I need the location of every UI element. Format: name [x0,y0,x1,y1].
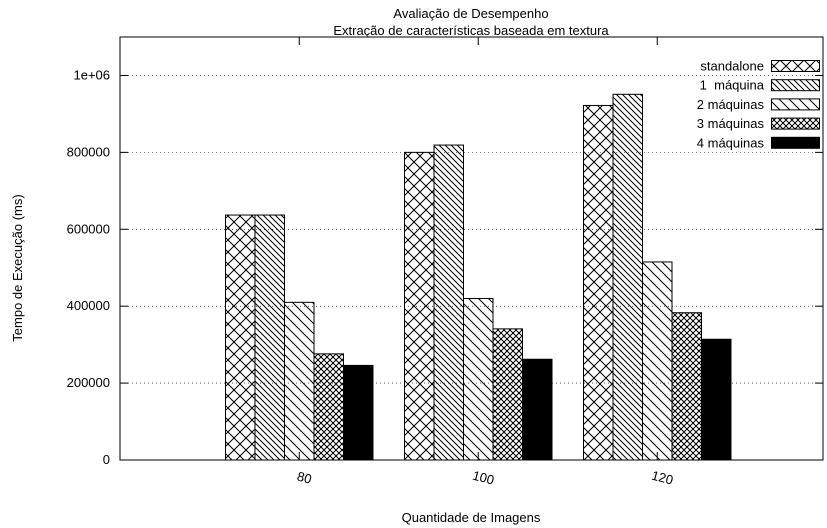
y-tick-label: 400000 [67,298,110,313]
y-axis-label: Tempo de Execução (ms) [10,194,25,341]
x-tick-label: 100 [471,468,496,488]
y-tick-label: 0 [103,452,110,467]
legend-swatch [771,79,820,92]
bar [463,297,494,461]
plot-frame [119,36,824,461]
x-tick-label: 80 [295,469,313,487]
bar [404,151,435,461]
chart-title: Avaliação de Desempenho [393,6,548,21]
bar [313,353,344,461]
legend-swatch [771,98,820,111]
bar [522,358,553,461]
bar [642,261,673,461]
x-tick-label: 120 [650,468,675,488]
y-tick-label: 600000 [67,221,110,236]
y-tick-label: 800000 [67,144,110,159]
bar [254,214,285,461]
legend-swatch [771,136,820,149]
legend-swatch [771,117,820,130]
bar [225,214,256,461]
bar [701,338,732,461]
y-tick-label: 1e+06 [73,67,110,82]
x-axis-ticks: 80 100 120 [295,37,675,488]
bar [583,104,614,461]
bar [433,144,464,461]
chart-subtitle: Extração de características baseada em t… [333,23,609,38]
legend-label: 3 máquinas [697,116,765,131]
y-tick-label: 200000 [67,375,110,390]
x-axis-label: Quantidade de Imagens [402,510,541,525]
bar [492,328,523,461]
bar [284,301,315,461]
bar [343,364,374,461]
legend-swatch [771,60,820,72]
legend: standalone 1 máquina 2 máquinas 3 máquinas 4… [697,59,820,150]
legend-label: 4 máquinas [697,135,765,150]
legend-label: standalone [700,59,764,74]
y-axis-ticks: 0 200000 400000 600000 800000 1e+06 [67,67,823,467]
legend-label: 2 máquinas [697,97,765,112]
bar [612,93,643,461]
bar [671,312,702,461]
bars [225,93,732,461]
legend-label: 1 máquina [700,78,765,93]
